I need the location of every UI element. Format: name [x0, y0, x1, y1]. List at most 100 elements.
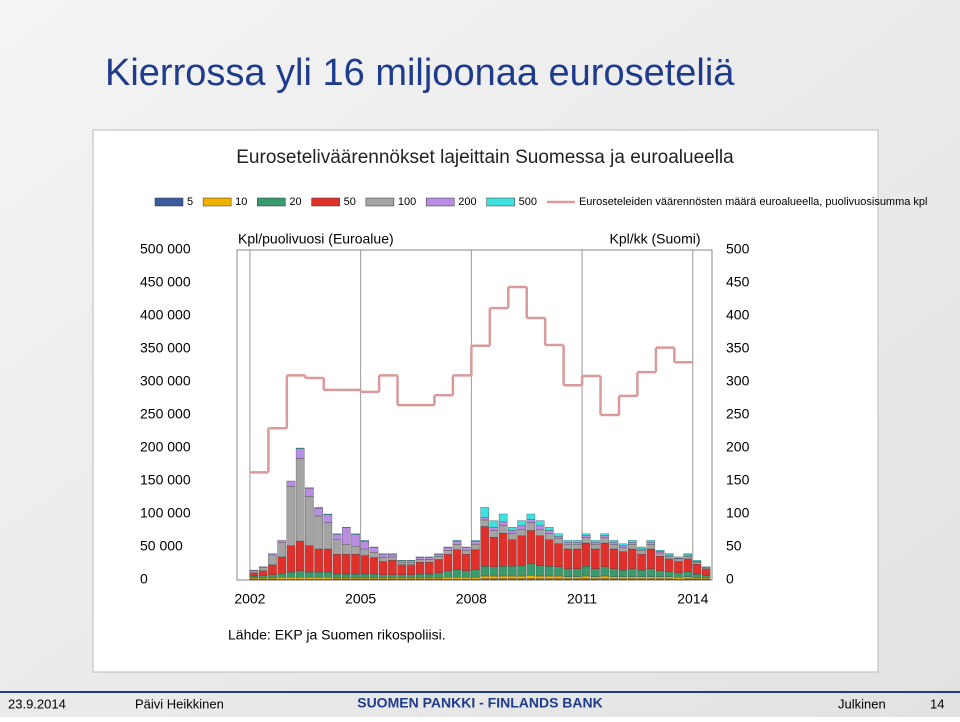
y2-tick-label: 500 — [726, 241, 750, 257]
bar-segment — [508, 539, 517, 567]
bar-segment — [545, 530, 554, 534]
bar-segment — [342, 577, 351, 580]
bar-segment — [581, 537, 591, 544]
bar-segment — [683, 558, 692, 572]
bar-segment — [434, 553, 443, 555]
bar-segment — [535, 525, 545, 530]
bar-segment — [286, 577, 296, 580]
bar-segment — [628, 542, 637, 545]
bar-segment — [268, 564, 277, 575]
bar-segment — [517, 575, 526, 579]
bar-segment — [572, 578, 582, 581]
y-tick-label: 50 000 — [140, 538, 183, 554]
bar-segment — [701, 568, 711, 576]
bar-segment — [314, 507, 323, 509]
bar-segment — [268, 554, 277, 565]
y2-tick-label: 200 — [726, 439, 750, 455]
bar-segment — [249, 575, 259, 579]
bar-segment — [655, 551, 665, 554]
bar-segment — [480, 517, 489, 521]
source: Lähde: EKP ja Suomen rikospoliisi. — [228, 627, 446, 643]
bar-segment — [563, 568, 573, 577]
bar-segment — [258, 570, 268, 576]
bar-segment — [692, 573, 702, 579]
bar-segment — [425, 562, 434, 575]
bar-segment — [452, 544, 462, 550]
bar-segment — [498, 525, 508, 534]
bar-segment — [683, 556, 692, 560]
footer-page: 14 — [930, 696, 944, 711]
bar-segment — [591, 578, 600, 581]
y2-tick-label: 150 — [726, 472, 750, 488]
bar-segment — [535, 565, 545, 577]
y-tick-label: 400 000 — [140, 307, 191, 323]
bar-segment — [332, 554, 342, 575]
bar-segment — [572, 542, 582, 545]
bar-segment — [314, 515, 323, 550]
legend-swatch — [202, 197, 232, 207]
bar-segment — [249, 570, 259, 573]
bar-segment — [461, 550, 471, 555]
bar-segment — [443, 577, 453, 580]
bar-segment — [295, 577, 305, 580]
bar-segment — [378, 557, 388, 562]
bar-segment — [295, 540, 305, 571]
bar-segment — [646, 568, 656, 577]
bar-segment — [572, 548, 582, 569]
bar-segment — [526, 575, 536, 579]
bar-segment — [360, 555, 370, 575]
y2-tick-label: 50 — [726, 538, 742, 554]
bar-segment — [305, 488, 314, 497]
bar-segment — [406, 577, 416, 580]
y-tick-label: 100 000 — [140, 505, 191, 521]
bar-segment — [461, 546, 471, 548]
bar-segment — [628, 544, 637, 550]
bar-segment — [563, 578, 573, 581]
bar-segment — [342, 527, 351, 545]
bar-segment — [268, 574, 277, 579]
bar-segment — [489, 527, 499, 531]
bar-segment — [563, 540, 573, 543]
bar-segment — [701, 566, 711, 568]
x-tick-label: 2014 — [677, 591, 708, 607]
footer-author: Päivi Heikkinen — [135, 696, 224, 711]
legend-label: 10 — [235, 196, 247, 208]
bar-segment — [351, 546, 360, 555]
bar-segment — [397, 560, 406, 562]
bar-segment — [581, 533, 591, 536]
bar-segment — [609, 542, 619, 545]
bar-segment — [425, 577, 434, 580]
bar-segment — [683, 553, 692, 556]
bar-segment — [664, 558, 674, 572]
legend-label: 20 — [289, 196, 301, 208]
bar-segment — [692, 560, 702, 562]
bar-segment — [655, 570, 665, 577]
bar-segment — [369, 546, 379, 548]
bar-segment — [646, 544, 656, 550]
bar-segment — [305, 487, 314, 489]
bar-segment — [351, 577, 360, 580]
bar-segment — [480, 578, 489, 581]
bar-segment — [683, 576, 692, 579]
bar-segment — [461, 554, 471, 571]
bar-segment — [406, 560, 416, 562]
bar-segment — [637, 554, 646, 571]
bar-segment — [517, 525, 526, 530]
bar-segment — [664, 576, 674, 579]
bar-segment — [388, 556, 397, 561]
bar-segment — [305, 545, 314, 573]
y-axis-label: Kpl/puolivuosi (Euroalue) — [238, 231, 394, 247]
bar-segment — [664, 554, 674, 557]
bar-segment — [443, 547, 453, 551]
bar-segment — [554, 575, 563, 579]
bar-segment — [471, 544, 480, 550]
bar-segment — [332, 534, 342, 540]
bar-segment — [489, 578, 499, 581]
bar-segment — [618, 545, 628, 548]
bar-segment — [674, 572, 683, 578]
bar-segment — [397, 574, 406, 579]
bar-segment — [600, 578, 609, 581]
bar-segment — [683, 554, 692, 557]
bar-segment — [360, 577, 370, 580]
bar-segment — [600, 542, 609, 567]
